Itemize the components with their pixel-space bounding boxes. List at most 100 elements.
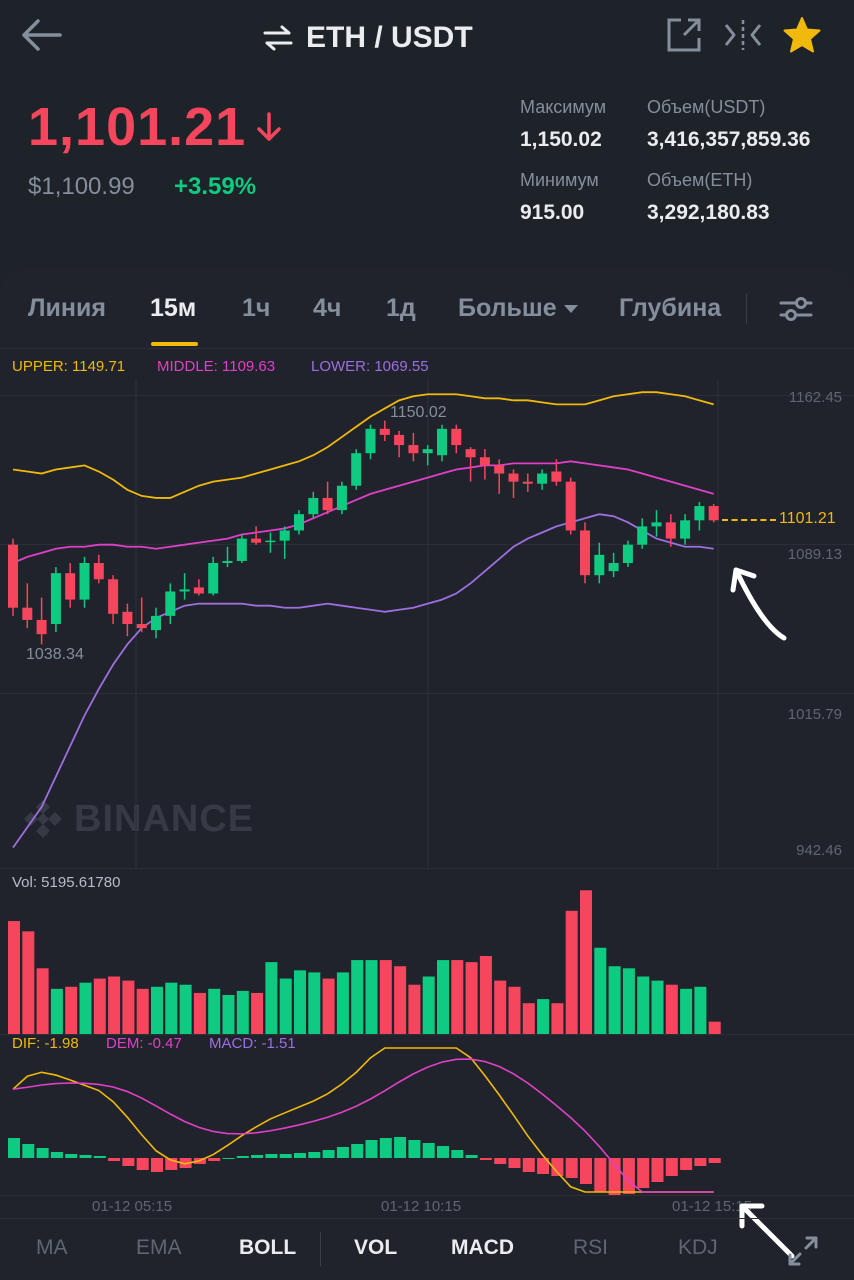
macd-dif-legend: DIF: -1.98: [12, 1035, 79, 1052]
indicator-vol[interactable]: VOL: [354, 1236, 398, 1259]
boll-upper-legend: UPPER: 1149.71: [12, 358, 126, 375]
indicator-rsi[interactable]: RSI: [573, 1236, 609, 1259]
volume-bar: [379, 960, 392, 1034]
macd-histogram-bar: [422, 1143, 435, 1158]
candle-body: [451, 428, 462, 446]
macd-histogram-bar: [594, 1158, 607, 1192]
macd-histogram-bar: [36, 1148, 49, 1158]
macd-histogram-bar: [551, 1158, 564, 1176]
indicator-kdj[interactable]: KDJ: [678, 1236, 718, 1259]
volume-bar: [265, 962, 278, 1034]
watermark-text: BINANCE: [74, 797, 255, 840]
macd-histogram-bar: [65, 1154, 78, 1158]
volume-bar: [580, 890, 592, 1034]
arrow-down-icon: [257, 112, 281, 141]
macd-dem-legend: DEM: -0.47: [106, 1035, 182, 1052]
candle-body: [694, 506, 705, 521]
macd-histogram-bar: [379, 1138, 392, 1158]
tab-depth[interactable]: Глубина: [619, 294, 722, 322]
fullscreen-expand-icon[interactable]: [786, 1234, 820, 1268]
tab-more[interactable]: Больше: [458, 294, 579, 323]
indicator-boll[interactable]: BOLL: [239, 1236, 297, 1259]
macd-histogram-bar: [437, 1146, 449, 1158]
price-chart[interactable]: [0, 380, 854, 868]
candle-body: [422, 449, 433, 454]
tab-15m[interactable]: 15м: [150, 294, 197, 322]
macd-histogram-bar: [22, 1144, 35, 1158]
candle-body: [294, 514, 304, 531]
volume-usdt-label: Объем(USDT): [647, 97, 766, 117]
volume-bar: [494, 980, 507, 1034]
candle-body: [336, 485, 347, 511]
candle-body: [50, 573, 61, 624]
macd-histogram-bar: [279, 1154, 292, 1158]
tab-1d[interactable]: 1д: [386, 294, 416, 322]
price-axis-label: 1089.13: [787, 546, 842, 563]
pair-title: ETH / USDT: [306, 21, 473, 54]
volume-divider: [0, 868, 854, 869]
macd-histogram-bar: [322, 1150, 335, 1158]
back-arrow-icon[interactable]: [20, 18, 62, 52]
volume-bar: [22, 931, 35, 1034]
indicator-macd[interactable]: MACD: [451, 1236, 514, 1259]
candle-body: [251, 538, 262, 543]
candle-body: [351, 453, 362, 486]
macd-histogram-bar: [151, 1158, 163, 1172]
time-axis-label: 01-12 10:15: [381, 1198, 462, 1215]
volume-bar: [108, 976, 121, 1034]
volume-bar: [465, 962, 478, 1034]
macd-histogram-bar: [251, 1155, 264, 1158]
tab-4h[interactable]: 4ч: [313, 294, 342, 322]
volume-bar: [565, 910, 578, 1034]
volume-bar: [193, 992, 206, 1034]
volume-bar: [437, 960, 449, 1034]
candle-body: [551, 471, 562, 482]
macd-histogram-bar: [508, 1158, 521, 1168]
volume-bar: [651, 980, 664, 1034]
volume-bar: [151, 986, 163, 1034]
high-label: Максимум: [520, 97, 607, 117]
indicator-bar-top-border: [0, 1218, 854, 1219]
volume-bar: [451, 960, 464, 1034]
price-block: 1,101.21: [28, 96, 282, 158]
volume-bar: [136, 988, 149, 1034]
volume-bar: [251, 992, 264, 1034]
high-price-marker: 1150.02: [390, 404, 447, 421]
binance-watermark: BINANCE: [20, 796, 254, 842]
indicator-ma[interactable]: MA: [36, 1236, 68, 1259]
volume-bar: [637, 976, 650, 1034]
indicator-ema[interactable]: EMA: [136, 1236, 182, 1259]
candle-body: [580, 530, 590, 576]
candle-body: [179, 589, 190, 592]
candle-body: [165, 591, 176, 616]
tab-line[interactable]: Линия: [28, 294, 106, 322]
pair-selector[interactable]: ETH / USDT: [262, 18, 473, 58]
annotation-arrow-icon: [739, 1203, 795, 1259]
volume-bar: [394, 966, 407, 1034]
settings-sliders-icon[interactable]: [778, 294, 814, 324]
tab-1h[interactable]: 1ч: [242, 294, 271, 322]
compare-icon[interactable]: [724, 18, 762, 52]
macd-histogram-bar: [522, 1158, 535, 1172]
volume-bar: [179, 984, 192, 1034]
macd-histogram-bar: [479, 1158, 492, 1160]
volume-bar: [279, 978, 292, 1034]
macd-histogram-bar: [236, 1156, 249, 1158]
macd-histogram-bar: [637, 1158, 650, 1188]
macd-histogram-bar: [208, 1158, 221, 1161]
star-icon[interactable]: [782, 16, 822, 54]
boll-middle-legend: MIDDLE: 1109.63: [157, 358, 276, 375]
candle-body: [65, 573, 76, 600]
volume-eth-value: 3,292,180.83: [647, 201, 770, 224]
volume-bar: [522, 1003, 535, 1034]
candle-body: [608, 563, 619, 572]
macd-histogram-bar: [665, 1158, 678, 1176]
annotation-arrow-icon: [730, 567, 787, 641]
volume-bar: [322, 978, 335, 1034]
candle-body: [265, 540, 276, 543]
candle-body: [236, 538, 247, 561]
macd-histogram-bar: [122, 1158, 135, 1166]
volume-bar: [65, 986, 78, 1034]
external-link-icon[interactable]: [666, 17, 702, 53]
volume-bar: [665, 984, 678, 1034]
